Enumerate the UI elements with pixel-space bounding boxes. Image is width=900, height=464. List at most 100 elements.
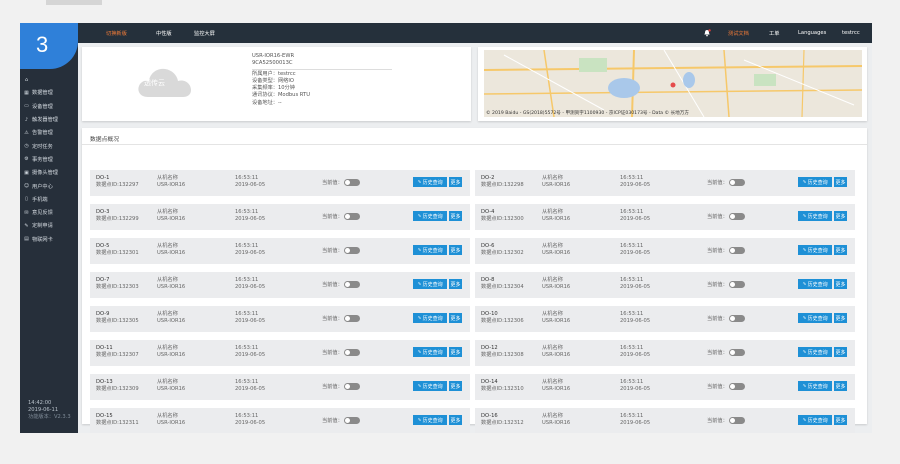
nav-new-version[interactable]: 切换新版 bbox=[106, 30, 127, 37]
history-query-button[interactable]: ∿ 历史查询 bbox=[798, 177, 832, 187]
slave-model: USR-IOR16 bbox=[157, 352, 186, 358]
more-button[interactable]: 更多 bbox=[449, 347, 462, 357]
switch-toggle[interactable] bbox=[344, 247, 360, 254]
camera-icon: ▣ bbox=[24, 169, 29, 176]
chart-icon: ∿ bbox=[417, 247, 422, 253]
history-query-label: 历史查询 bbox=[422, 417, 443, 424]
slave-model: USR-IOR16 bbox=[542, 284, 571, 290]
point-name: DO-9 bbox=[96, 311, 110, 317]
point-id: 数据点ID:132298 bbox=[481, 182, 524, 188]
switch-toggle[interactable] bbox=[344, 417, 360, 424]
history-query-label: 历史查询 bbox=[422, 247, 443, 254]
history-query-button[interactable]: ∿ 历史查询 bbox=[413, 211, 447, 221]
switch-toggle[interactable] bbox=[729, 417, 745, 424]
history-query-button[interactable]: ∿ 历史查询 bbox=[413, 415, 447, 425]
switch-toggle[interactable] bbox=[729, 281, 745, 288]
nav-work-order[interactable]: 工单 bbox=[769, 30, 780, 37]
data-point-row: DO-3 数据点ID:132299 从机名称 USR-IOR16 16:53:11 201… bbox=[90, 204, 470, 230]
device-info-card: 透传云 USR-IOR16-EWR 9CA52500013C 所属用户：test… bbox=[82, 47, 471, 121]
more-button[interactable]: 更多 bbox=[449, 415, 462, 425]
history-query-button[interactable]: ∿ 历史查询 bbox=[413, 347, 447, 357]
more-button[interactable]: 更多 bbox=[834, 177, 847, 187]
history-query-button[interactable]: ∿ 历史查询 bbox=[798, 211, 832, 221]
more-button[interactable]: 更多 bbox=[834, 245, 847, 255]
sidebar-item[interactable]: ⚙ 事务管理 bbox=[20, 153, 78, 166]
more-button[interactable]: 更多 bbox=[834, 347, 847, 357]
time-col: 16:53:11 2019-06-05 bbox=[620, 311, 650, 325]
sidebar-item[interactable]: ▣ 摄像头管理 bbox=[20, 166, 78, 179]
user-icon: ☺ bbox=[23, 183, 30, 190]
update-time: 16:53:11 bbox=[235, 209, 259, 215]
nav-user-testrcc[interactable]: testrcc bbox=[842, 30, 860, 36]
point-name: DO-2 bbox=[481, 175, 495, 181]
sidebar-item[interactable]: ▦ 数据管理 bbox=[20, 86, 78, 99]
nav-test-doc[interactable]: 测试文档 bbox=[728, 30, 749, 37]
sidebar-item[interactable]: ⚠ 告警管理 bbox=[20, 126, 78, 139]
map-canvas[interactable]: © 2019 Baidu - GS(2018)5572号 - 甲测资字11009… bbox=[484, 50, 862, 117]
sidebar-item[interactable]: ▭ 设备管理 bbox=[20, 100, 78, 113]
more-button[interactable]: 更多 bbox=[834, 381, 847, 391]
sidebar-item[interactable]: ▤ 物联网卡 bbox=[20, 233, 78, 246]
more-button[interactable]: 更多 bbox=[449, 245, 462, 255]
history-query-button[interactable]: ∿ 历史查询 bbox=[798, 381, 832, 391]
history-query-button[interactable]: ∿ 历史查询 bbox=[798, 313, 832, 323]
update-date: 2019-06-05 bbox=[620, 182, 651, 188]
more-button[interactable]: 更多 bbox=[449, 177, 462, 187]
slave-col: 从机名称 USR-IOR16 bbox=[542, 243, 570, 257]
more-button[interactable]: 更多 bbox=[449, 381, 462, 391]
more-button[interactable]: 更多 bbox=[834, 415, 847, 425]
point-name-col: DO-14 数据点ID:132310 bbox=[481, 379, 524, 393]
more-button[interactable]: 更多 bbox=[449, 313, 462, 323]
point-name-col: DO-6 数据点ID:132302 bbox=[481, 243, 524, 257]
history-query-button[interactable]: ∿ 历史查询 bbox=[413, 177, 447, 187]
history-query-button[interactable]: ∿ 历史查询 bbox=[798, 245, 832, 255]
logo[interactable]: 3 bbox=[20, 23, 78, 69]
sidebar-item[interactable]: ♪ 触发器管理 bbox=[20, 113, 78, 126]
nav-neutral-version[interactable]: 中性版 bbox=[156, 30, 172, 37]
update-time: 16:53:11 bbox=[620, 311, 644, 317]
switch-toggle[interactable] bbox=[344, 383, 360, 390]
history-query-button[interactable]: ∿ 历史查询 bbox=[413, 245, 447, 255]
switch-toggle[interactable] bbox=[729, 349, 745, 356]
more-button[interactable]: 更多 bbox=[834, 279, 847, 289]
slave-model: USR-IOR16 bbox=[542, 352, 571, 358]
nav-monitor-screen[interactable]: 监控大屏 bbox=[194, 30, 215, 37]
switch-toggle[interactable] bbox=[729, 315, 745, 322]
sidebar-item[interactable]: ⌂ bbox=[20, 73, 78, 86]
point-name: DO-14 bbox=[481, 379, 498, 385]
chart-icon: ∿ bbox=[802, 349, 807, 355]
switch-toggle[interactable] bbox=[729, 247, 745, 254]
switch-toggle[interactable] bbox=[344, 315, 360, 322]
time-col: 16:53:11 2019-06-05 bbox=[235, 209, 265, 223]
switch-toggle[interactable] bbox=[729, 213, 745, 220]
time-col: 16:53:11 2019-06-05 bbox=[620, 175, 650, 189]
nav-languages[interactable]: Languages bbox=[798, 30, 827, 36]
history-query-button[interactable]: ∿ 历史查询 bbox=[798, 279, 832, 289]
slave-model: USR-IOR16 bbox=[542, 420, 571, 426]
more-button[interactable]: 更多 bbox=[834, 313, 847, 323]
bell-icon[interactable] bbox=[703, 23, 711, 43]
switch-toggle[interactable] bbox=[729, 179, 745, 186]
history-query-button[interactable]: ∿ 历史查询 bbox=[413, 381, 447, 391]
history-query-button[interactable]: ∿ 历史查询 bbox=[798, 347, 832, 357]
device-model: USR-IOR16-EWR bbox=[252, 53, 295, 59]
history-query-button[interactable]: ∿ 历史查询 bbox=[798, 415, 832, 425]
sidebar-item[interactable]: ✉ 意见反馈 bbox=[20, 206, 78, 219]
sidebar-item[interactable]: ▯ 手机端 bbox=[20, 193, 78, 206]
sidebar-item-label: 用户中心 bbox=[32, 183, 53, 190]
sidebar-item[interactable]: ◷ 定时任务 bbox=[20, 139, 78, 152]
switch-toggle[interactable] bbox=[344, 213, 360, 220]
more-button[interactable]: 更多 bbox=[449, 211, 462, 221]
switch-toggle[interactable] bbox=[344, 349, 360, 356]
update-time: 16:53:11 bbox=[235, 379, 259, 385]
sidebar-item[interactable]: ✎ 定制申请 bbox=[20, 219, 78, 232]
more-button[interactable]: 更多 bbox=[449, 279, 462, 289]
switch-toggle[interactable] bbox=[729, 383, 745, 390]
history-query-button[interactable]: ∿ 历史查询 bbox=[413, 313, 447, 323]
sidebar-menu: ⌂ ▦ 数据管理 ▭ 设备管理 ♪ 触发器管理 ⚠ 告警管理 ◷ 定时任务 ⚙ 事务管理 ▣ 摄像头管理 ☺ 用… bbox=[20, 73, 78, 246]
switch-toggle[interactable] bbox=[344, 281, 360, 288]
history-query-button[interactable]: ∿ 历史查询 bbox=[413, 279, 447, 289]
sidebar-item[interactable]: ☺ 用户中心 bbox=[20, 179, 78, 192]
switch-toggle[interactable] bbox=[344, 179, 360, 186]
more-button[interactable]: 更多 bbox=[834, 211, 847, 221]
